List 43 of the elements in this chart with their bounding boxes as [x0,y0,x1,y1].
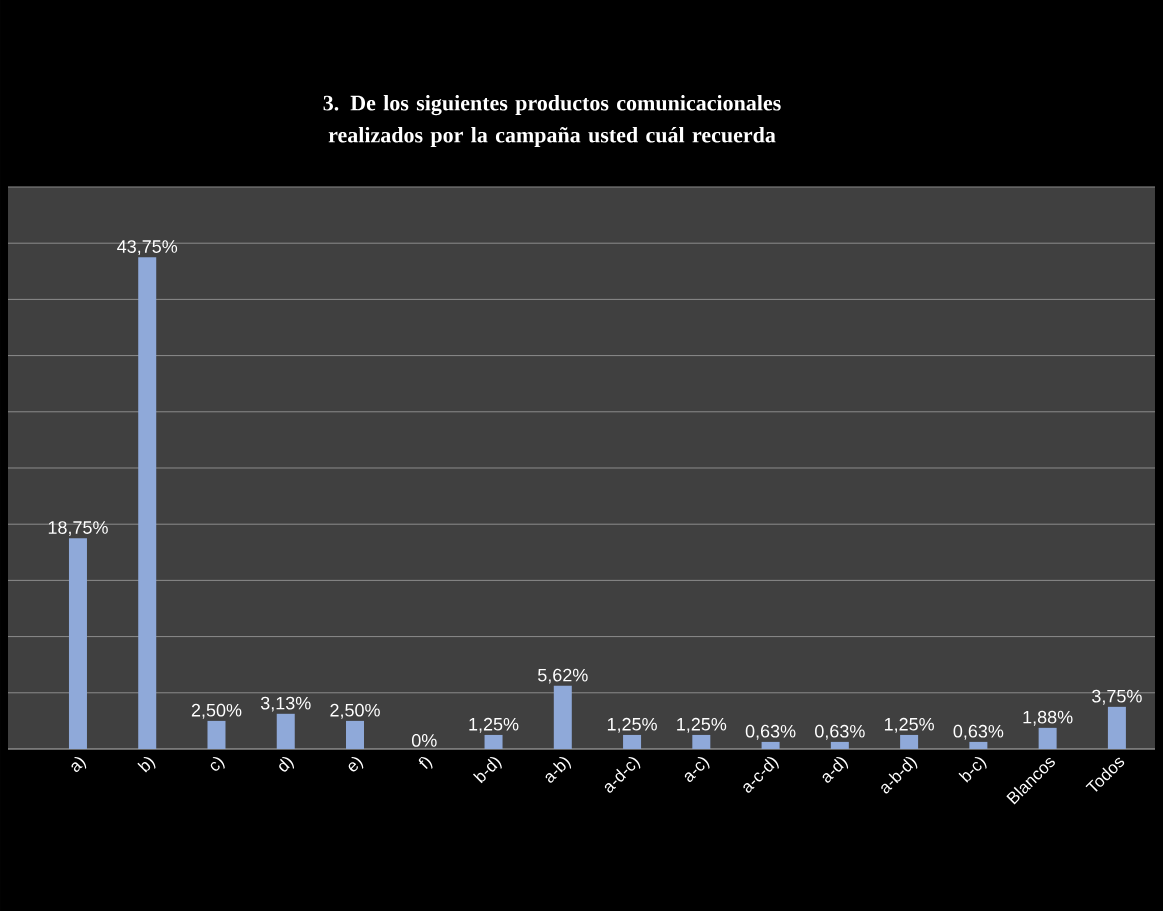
bar [830,741,849,749]
bar [761,741,780,749]
x-tick-label: a) [71,756,87,772]
data-label: 2,50% [191,703,242,719]
data-label: 1,88% [1023,710,1073,726]
data-label: 0,63% [815,724,865,740]
data-label: 1,25% [469,717,519,733]
bar [969,741,988,749]
data-label: 1,25% [607,717,657,733]
x-tick-label: d) [279,756,295,772]
x-tick-label: a-d) [822,756,849,783]
x-tick-label: b-c) [958,756,987,783]
data-label: 43,75% [117,240,178,256]
data-label: 0,63% [953,724,1004,740]
bar [346,720,365,749]
data-label: 3,13% [260,696,311,712]
bar [484,734,503,749]
bar [1107,706,1126,749]
x-tick-label: c) [210,756,225,771]
data-label: 2,50% [330,703,380,719]
bar [553,685,572,749]
data-label: 1,25% [884,717,934,733]
data-label: 3,75% [1092,689,1142,705]
x-tick-label: b-d) [472,756,502,784]
x-tick-label: e) [348,756,364,772]
data-label: 1,25% [677,717,727,733]
data-label: 5,62% [538,668,588,684]
x-tick-label: f) [418,756,433,770]
chart-title: 3. De los siguientes productos comunicacionales realizados por la campaña usted cuál recuerda [323,95,781,147]
x-tick-label: b) [137,756,156,773]
bar [276,713,295,749]
data-label: 18,75% [48,521,108,537]
bar [1038,727,1057,749]
bar [623,734,642,749]
x-tick-label: a-b) [545,756,572,783]
x-tick-label: a-c) [684,756,710,783]
bar [692,734,711,749]
bar [900,734,919,749]
bar [207,720,226,749]
data-label: 0,63% [745,724,796,740]
bar [68,538,87,749]
data-label: 0% [411,734,437,747]
bar [138,257,157,749]
